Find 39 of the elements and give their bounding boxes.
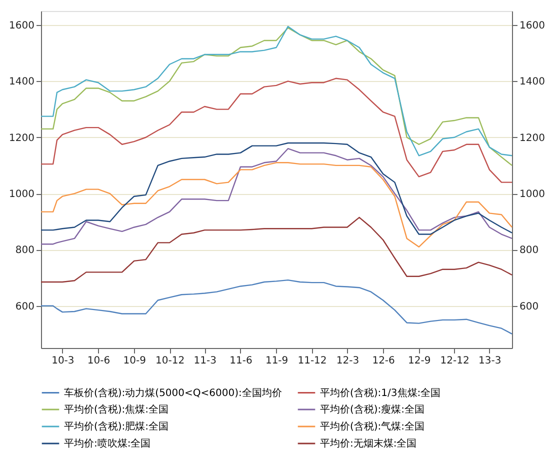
x-tick-label: 11-12 [298,356,327,366]
y-tick-label: 1400 [9,76,34,88]
y-tick-label: 1600 [9,20,34,32]
x-tick-label: 12-3 [336,356,360,366]
x-tick-label: 10-6 [87,356,110,366]
line-series [40,216,513,283]
line-series [40,148,513,245]
legend-label: 平均价:喷吹煤:全国 [64,438,151,450]
x-tick-label: 11-6 [230,356,252,366]
x-tick-label: 12-9 [408,356,431,366]
legend-label: 平均价(含税):1/3焦煤:全国 [320,386,441,399]
y2-tick-label: 1000 [520,189,545,200]
x-tick-label: 12-6 [372,356,395,366]
line-series [40,142,513,235]
x-tick-label: 11-9 [265,356,288,366]
y2-tick-label: 600 [520,301,539,312]
legend-label: 平均价(含税):瘦煤:全国 [320,404,425,416]
x-tick-label: 13-3 [478,356,502,366]
y2-tick-label: 800 [520,245,539,256]
x-tick-label: 12-12 [440,356,470,366]
y-tick-label: 800 [15,245,34,256]
line-series [40,78,513,183]
line-series [40,162,513,248]
x-tick-label: 10-9 [123,356,146,366]
legend-label: 平均价:无烟末煤:全国 [320,438,417,450]
legend-label: 平均价(含税):焦煤:全国 [64,404,169,416]
y2-tick-label: 1400 [520,76,545,88]
legend-label: 平均价(含税):肥煤:全国 [64,420,169,432]
x-tick-label: 10-12 [156,356,185,366]
x-tick-label: 10-3 [52,356,74,366]
y2-tick-label: 1600 [520,20,545,32]
y-tick-label: 1200 [9,132,34,144]
line-series [40,279,513,335]
x-tick-label: 11-3 [194,356,216,366]
legend-label: 车板价(含税):动力煤(5000<Q<6000):全国均价 [64,386,282,399]
y2-tick-label: 1200 [520,132,545,144]
y-tick-label: 600 [15,301,34,312]
y-tick-label: 1000 [9,189,34,200]
legend-label: 平均价(含税):气煤:全国 [320,420,425,432]
